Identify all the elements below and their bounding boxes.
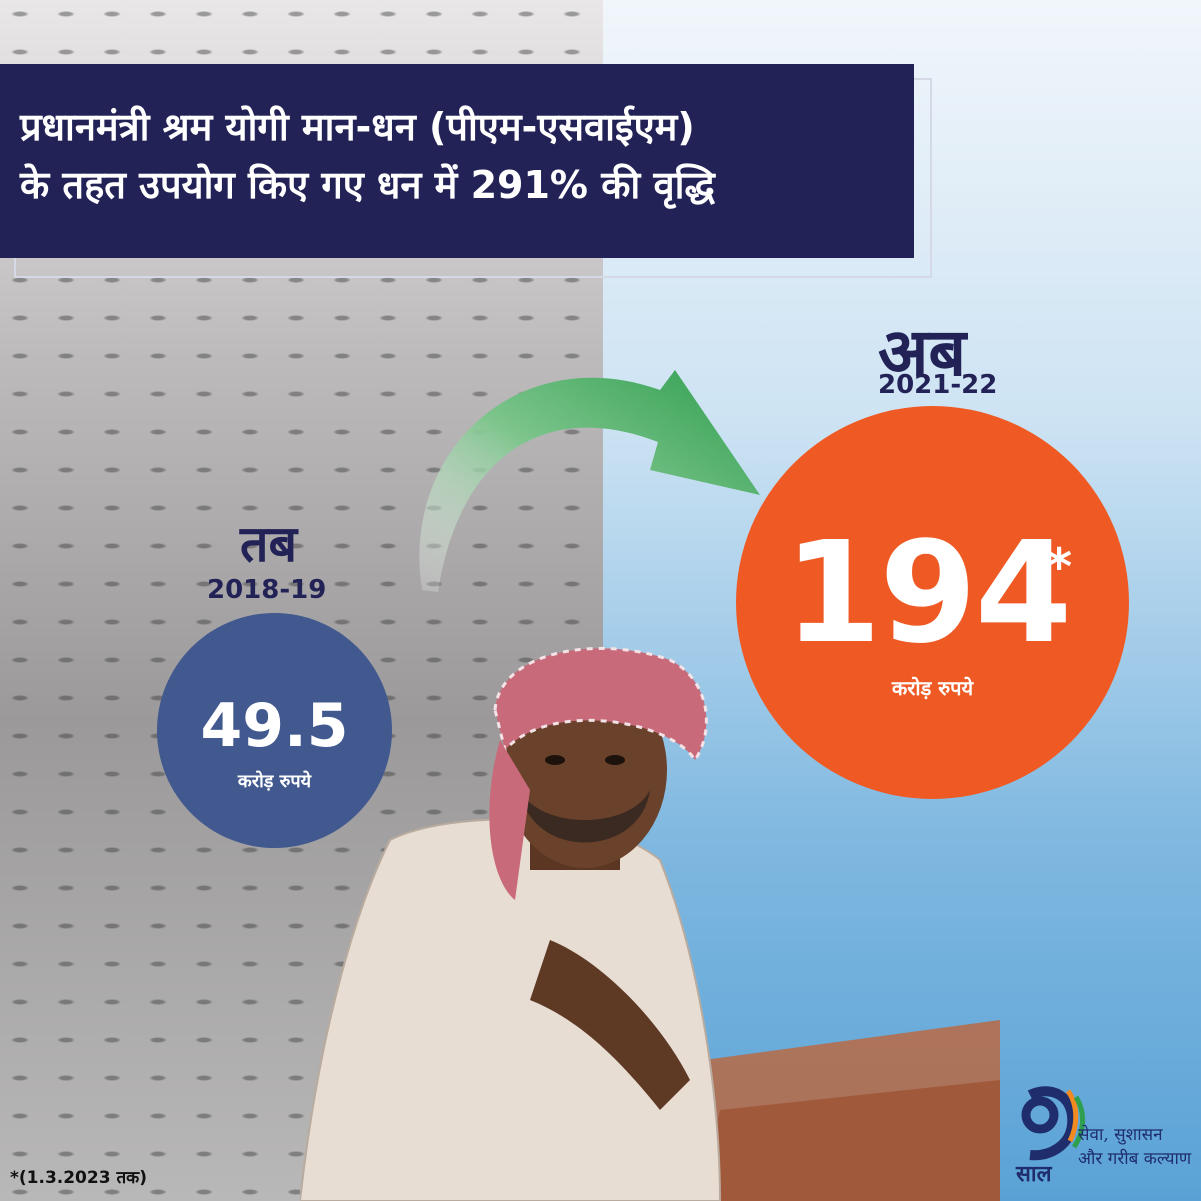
now-year: 2021-22	[878, 370, 998, 400]
then-value: 49.5	[200, 691, 349, 761]
nine-years-logo-icon	[1021, 1086, 1085, 1161]
now-label: अब	[878, 313, 967, 391]
logo-tagline-1: सेवा, सुशासन	[1078, 1125, 1163, 1145]
footnote-date: *(1.3.2023 तक)	[10, 1168, 147, 1188]
now-value-circle: 194 * करोड़ रुपये	[736, 406, 1129, 799]
worker-photo-illustration	[300, 646, 1000, 1201]
title-line-1: प्रधानमंत्री श्रम योगी मान-धन (पीएम-एसवा…	[20, 105, 695, 149]
now-value: 194	[784, 512, 1072, 675]
now-asterisk: *	[1046, 538, 1073, 596]
title-banner: प्रधानमंत्री श्रम योगी मान-धन (पीएम-एसवा…	[0, 64, 914, 258]
logo-tagline-2: और गरीब कल्याण	[1078, 1149, 1192, 1169]
now-unit: करोड़ रुपये	[891, 676, 974, 700]
then-label: तब	[240, 514, 298, 573]
title-line-2: के तहत उपयोग किए गए धन में 291% की वृद्ध…	[20, 163, 715, 207]
logo-sal-text: साल	[1016, 1162, 1052, 1187]
then-value-circle: 49.5 करोड़ रुपये	[157, 613, 392, 848]
growth-arrow-icon	[419, 370, 760, 592]
then-year: 2018-19	[207, 575, 327, 605]
then-unit: करोड़ रुपये	[237, 771, 312, 792]
